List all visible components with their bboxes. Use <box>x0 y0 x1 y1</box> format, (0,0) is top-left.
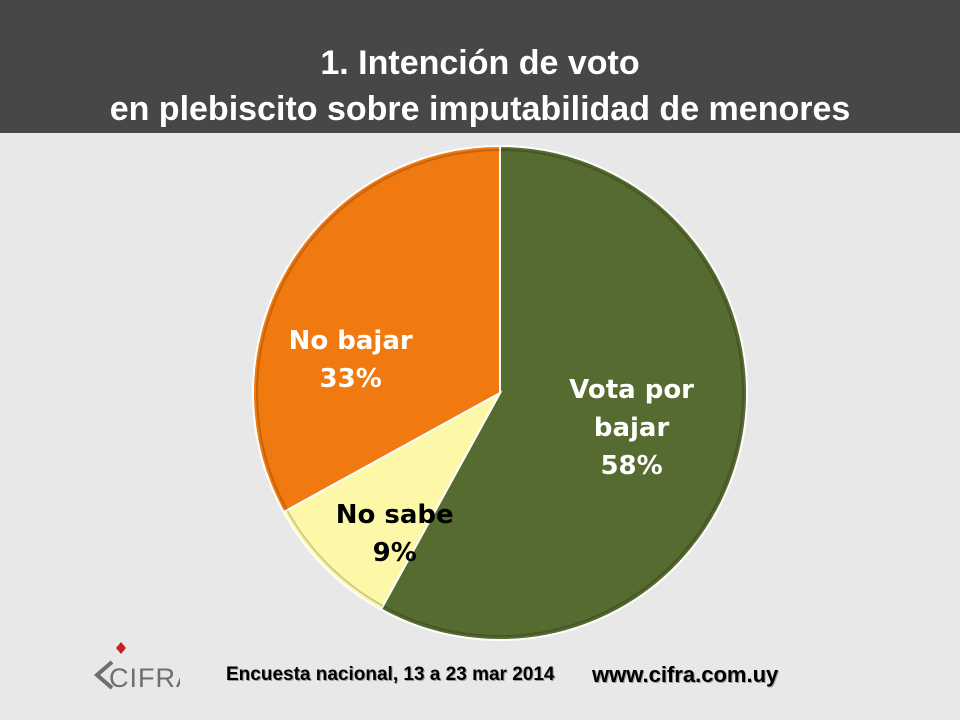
pie-slice-1 <box>282 390 503 611</box>
slice-percent-label: 33% <box>320 364 382 394</box>
pie-slice-rim-2 <box>256 149 501 511</box>
website-url: www.cifra.com.uy <box>592 662 779 687</box>
slice-label-0: Vota por bajar 58% <box>569 375 694 481</box>
pie-chart: Vota por bajar 58% No sabe 9% No bajar 33% <box>252 144 748 641</box>
title-banner: 1. Intención de voto en plebiscito sobre… <box>0 0 960 133</box>
slice-category-label: No sabe <box>336 500 454 530</box>
chart-title-line-1: 1. Intención de voto <box>320 44 640 82</box>
slice-label-1: No sabe 9% <box>336 500 454 568</box>
slice-percent-label: 9% <box>373 538 417 568</box>
pie-chart-area: Vota por bajar 58% No sabe 9% No bajar 33% <box>0 133 960 653</box>
slice-category-label: bajar <box>594 413 670 443</box>
slice-category-label: No bajar <box>289 326 413 356</box>
survey-note: Encuesta nacional, 13 a 23 mar 2014 <box>226 664 555 685</box>
slice-category-label: Vota por <box>569 375 694 405</box>
pie-slice-0 <box>379 144 748 641</box>
slice-label-2: No bajar 33% <box>289 326 413 394</box>
pie-slice-rim-1 <box>286 509 384 607</box>
pie-slice-2 <box>252 144 501 514</box>
svg-text:CIFRA: CIFRA <box>109 663 180 690</box>
cifra-logo: CIFRA <box>90 642 194 695</box>
pie-slice-rim-0 <box>382 149 744 637</box>
chart-title-line-2: en plebiscito sobre imputabilidad de men… <box>109 90 851 128</box>
slice-percent-label: 58% <box>600 451 662 481</box>
